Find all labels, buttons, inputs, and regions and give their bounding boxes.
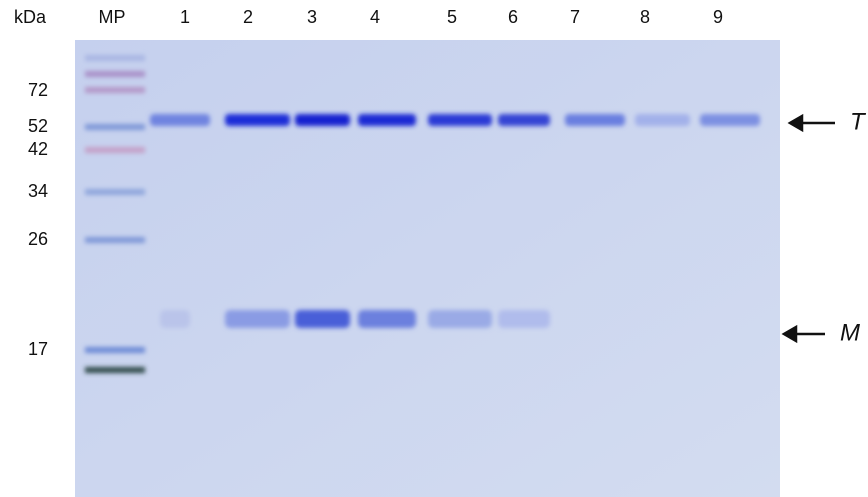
lane-label: 9 [713, 7, 723, 27]
ladder-band [85, 71, 145, 77]
marker-label: 42 [28, 139, 48, 159]
lane-label: 8 [640, 7, 650, 27]
marker-label: 34 [28, 181, 48, 201]
protein-band [635, 114, 690, 126]
lane-label: 4 [370, 7, 380, 27]
arrow-head [781, 324, 798, 344]
arrow-label: T [850, 108, 867, 135]
protein-band [295, 310, 350, 328]
protein-band [428, 310, 492, 328]
arrows [781, 113, 835, 344]
protein-band [565, 114, 625, 126]
lane-label: 2 [243, 7, 253, 27]
protein-band [498, 114, 550, 126]
marker-label: 52 [28, 116, 48, 136]
ladder-band [85, 55, 145, 61]
unit-label: kDa [14, 7, 47, 27]
lane-label: 6 [508, 7, 518, 27]
bands [85, 55, 760, 373]
protein-band [150, 114, 210, 126]
marker-label: 17 [28, 339, 48, 359]
protein-band [700, 114, 760, 126]
ladder-band [85, 347, 145, 353]
arrow-label: M [840, 319, 860, 346]
gel [75, 40, 780, 497]
lane-label: 3 [307, 7, 317, 27]
ladder-band [85, 367, 145, 373]
protein-band [358, 310, 416, 328]
arrow-head [787, 113, 804, 133]
lane-label: 7 [570, 7, 580, 27]
ladder-band [85, 87, 145, 93]
protein-band [225, 310, 290, 328]
ladder-band [85, 124, 145, 130]
protein-band [225, 114, 290, 126]
protein-band [160, 310, 190, 328]
marker-label: 26 [28, 229, 48, 249]
lane-label: 1 [180, 7, 190, 27]
ladder-band [85, 189, 145, 195]
marker-lane-label: MP [99, 7, 126, 27]
ladder-band [85, 147, 145, 153]
lane-label: 5 [447, 7, 457, 27]
protein-band [428, 114, 492, 126]
protein-band [358, 114, 416, 126]
marker-label: 72 [28, 80, 48, 100]
protein-band [498, 310, 550, 328]
protein-band [295, 114, 350, 126]
ladder-band [85, 237, 145, 243]
